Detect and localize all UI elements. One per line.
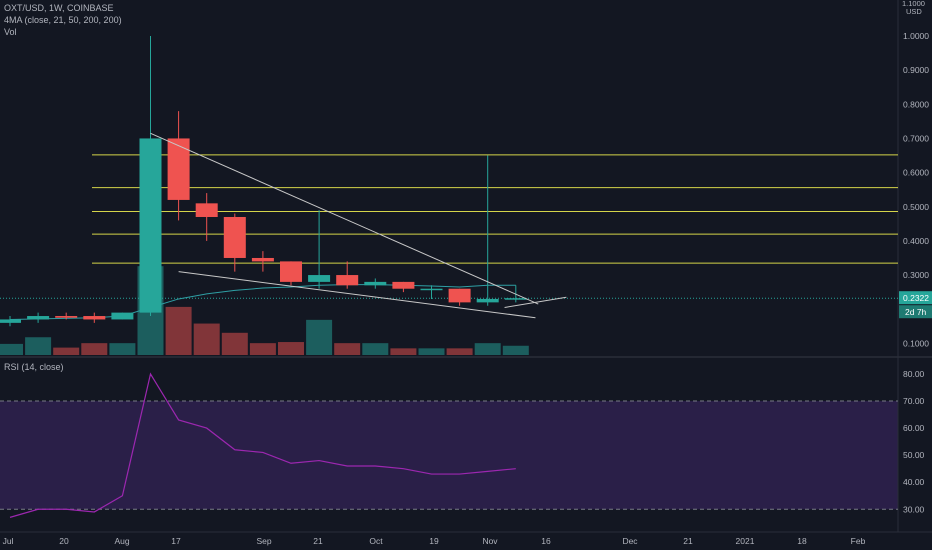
volume-bar — [418, 348, 445, 355]
volume-bar — [81, 343, 108, 355]
price-tick-label: 0.4000 — [903, 236, 929, 246]
candle-body — [195, 203, 218, 217]
time-tick-label: Sep — [256, 536, 271, 546]
volume-bar — [474, 343, 501, 355]
candle-body — [504, 298, 527, 300]
volume-bar — [362, 343, 389, 355]
rsi-tick-label: 70.00 — [903, 396, 925, 406]
currency-label: USD — [906, 7, 922, 16]
time-tick-label: Jul — [3, 536, 14, 546]
time-tick-label: 16 — [541, 536, 551, 546]
candle-body — [139, 138, 162, 313]
candle-body — [336, 275, 359, 286]
candle-body — [392, 281, 415, 289]
candle-body — [280, 261, 302, 282]
candle-body — [55, 316, 78, 318]
rsi-band — [0, 401, 898, 510]
volume-bar — [446, 348, 473, 355]
time-tick-label: Nov — [482, 536, 498, 546]
last-price-badge — [899, 291, 932, 305]
price-tick-label: 0.9000 — [903, 65, 929, 75]
volume-bar — [25, 337, 52, 355]
volume-bar — [53, 347, 80, 355]
rsi-line — [9, 372, 516, 518]
ma-legend: 4MA (close, 21, 50, 200, 200) — [4, 14, 122, 26]
volume-bar — [390, 348, 417, 355]
time-tick-label: 21 — [683, 536, 693, 546]
rsi-legend: RSI (14, close) — [4, 361, 64, 373]
last-price-label: 0.2322 — [903, 293, 929, 303]
rsi-label: RSI (14, close) — [4, 362, 64, 372]
time-tick-label: 20 — [59, 536, 69, 546]
price-tick-label: 0.6000 — [903, 168, 929, 178]
rsi-tick-label: 60.00 — [903, 423, 925, 433]
volume-bar — [306, 319, 333, 355]
time-tick-label: Dec — [622, 536, 638, 546]
candle-body — [111, 312, 134, 320]
trendline — [504, 296, 567, 308]
ma-label: 4MA (close, 21, 50, 200, 200) — [4, 15, 122, 25]
symbol-label: OXT/USD, 1W, COINBASE — [4, 3, 114, 13]
time-tick-label: Aug — [114, 536, 129, 546]
vol-label: Vol — [4, 27, 17, 37]
price-tick-label: 0.5000 — [903, 202, 929, 212]
time-tick-label: 17 — [171, 536, 181, 546]
volume-bar — [165, 306, 192, 355]
rsi-tick-label: 80.00 — [903, 369, 925, 379]
time-tick-label: 21 — [313, 536, 323, 546]
trendline — [150, 132, 539, 305]
time-tick-label: 18 — [797, 536, 807, 546]
candle-body — [448, 288, 471, 303]
price-tick-label: 1.0000 — [903, 31, 929, 41]
volume-bar — [249, 343, 276, 355]
volume-bar — [334, 343, 361, 355]
time-tick-label: 19 — [429, 536, 439, 546]
volume-bar — [193, 323, 220, 355]
volume-bar — [221, 332, 248, 355]
candle-body — [27, 316, 50, 320]
volume-bar — [109, 343, 136, 355]
countdown-badge — [899, 305, 932, 319]
rsi-tick-label: 40.00 — [903, 477, 925, 487]
price-tick-label: 0.7000 — [903, 133, 929, 143]
candle-body — [83, 316, 106, 320]
price-tick-label: 0.8000 — [903, 99, 929, 109]
candle-body — [223, 216, 246, 258]
price-tick-label: 0.1000 — [903, 338, 929, 348]
countdown-label: 2d 7h — [905, 307, 927, 317]
candle-body — [364, 281, 387, 286]
time-tick-label: Feb — [851, 536, 866, 546]
volume-bar — [278, 342, 304, 355]
candle-body — [167, 138, 190, 200]
candle-body — [308, 275, 331, 282]
trendline — [178, 271, 536, 319]
time-tick-label: 2021 — [736, 536, 755, 546]
price-tick-label: 1.1000 — [902, 0, 925, 8]
candle-body — [0, 319, 21, 323]
vol-legend: Vol — [4, 26, 17, 38]
rsi-tick-label: 30.00 — [903, 504, 925, 514]
volume-bar — [502, 345, 529, 355]
symbol-legend: OXT/USD, 1W, COINBASE — [4, 2, 114, 14]
candle-body — [251, 257, 274, 262]
volume-bar — [0, 343, 23, 355]
time-tick-label: Oct — [369, 536, 383, 546]
rsi-tick-label: 50.00 — [903, 450, 925, 460]
candle-body — [476, 298, 499, 303]
price-tick-label: 0.3000 — [903, 270, 929, 280]
candle-body — [420, 288, 443, 291]
